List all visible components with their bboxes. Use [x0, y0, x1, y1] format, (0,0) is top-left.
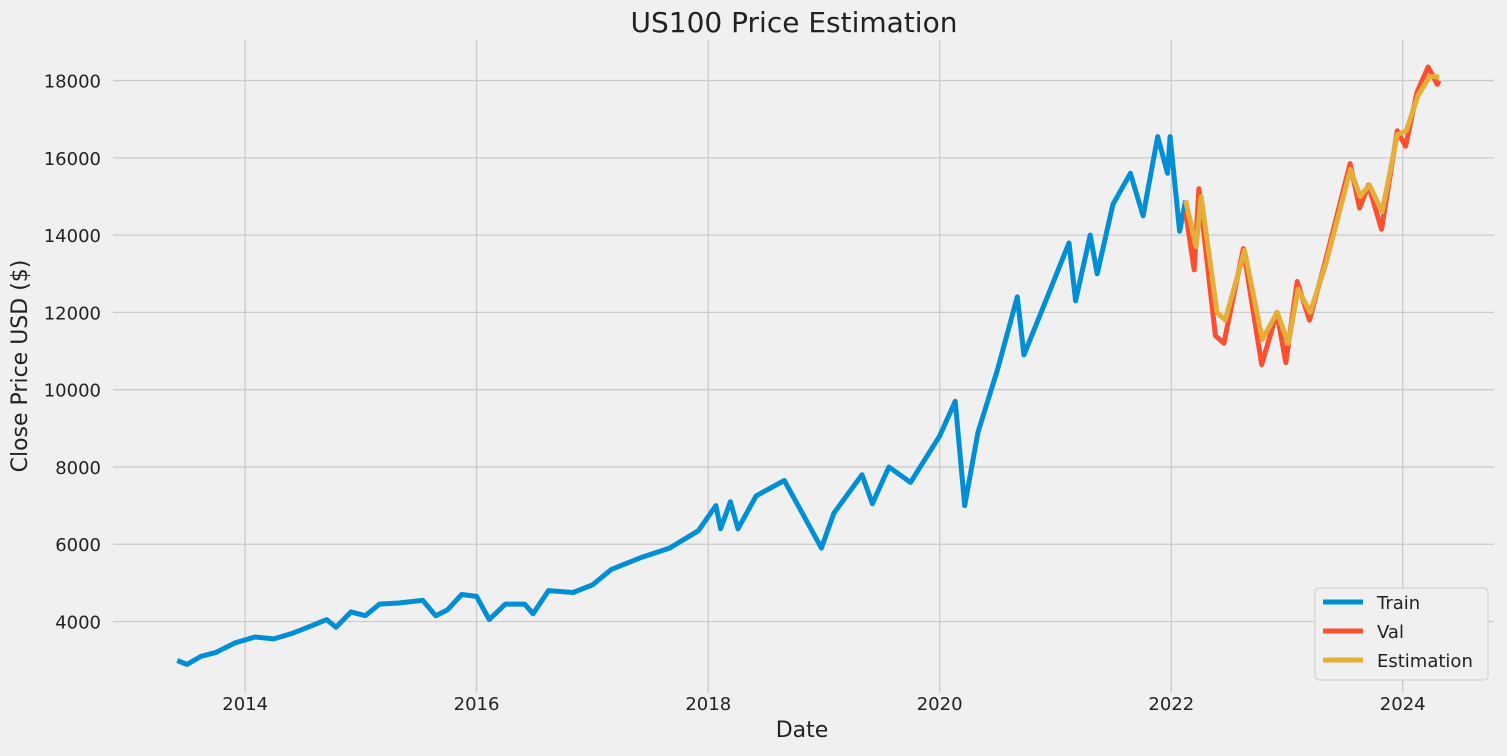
series-line-estimation	[1183, 74, 1440, 346]
x-tick-label: 2020	[917, 694, 963, 715]
series-layer	[176, 64, 1442, 667]
x-tick-label: 2018	[685, 694, 731, 715]
legend-frame	[1314, 587, 1489, 681]
x-tick-label: 2016	[454, 694, 500, 715]
grid-layer	[113, 40, 1494, 693]
x-tick-label: 2024	[1380, 694, 1426, 715]
y-axis-label: Close Price USD ($)	[8, 260, 33, 473]
chart-legend: Train Val Estimation	[1314, 587, 1489, 681]
y-tick-label: 10000	[44, 381, 101, 402]
y-tick-label: 6000	[55, 535, 101, 556]
legend-label-train: Train	[1376, 593, 1420, 614]
y-tick-label: 4000	[55, 613, 101, 634]
y-tick-label: 16000	[44, 149, 101, 170]
y-tick-label: 12000	[44, 303, 101, 324]
y-tick-label: 14000	[44, 226, 101, 247]
x-tick-label: 2014	[222, 694, 268, 715]
legend-items: Train Val Estimation	[1323, 593, 1473, 672]
series-line-train	[176, 134, 1189, 667]
legend-label-estimation: Estimation	[1377, 651, 1473, 672]
chart-title: US100 Price Estimation	[631, 6, 958, 39]
y-tick-label: 18000	[44, 72, 101, 93]
x-axis-label: Date	[776, 718, 829, 743]
tick-layer: 2014 2016 2018 2020 2022 2024 4000 6000 8000 1000…	[44, 72, 1426, 715]
x-tick-label: 2022	[1148, 694, 1194, 715]
y-tick-label: 8000	[55, 458, 101, 479]
legend-label-val: Val	[1377, 622, 1404, 643]
